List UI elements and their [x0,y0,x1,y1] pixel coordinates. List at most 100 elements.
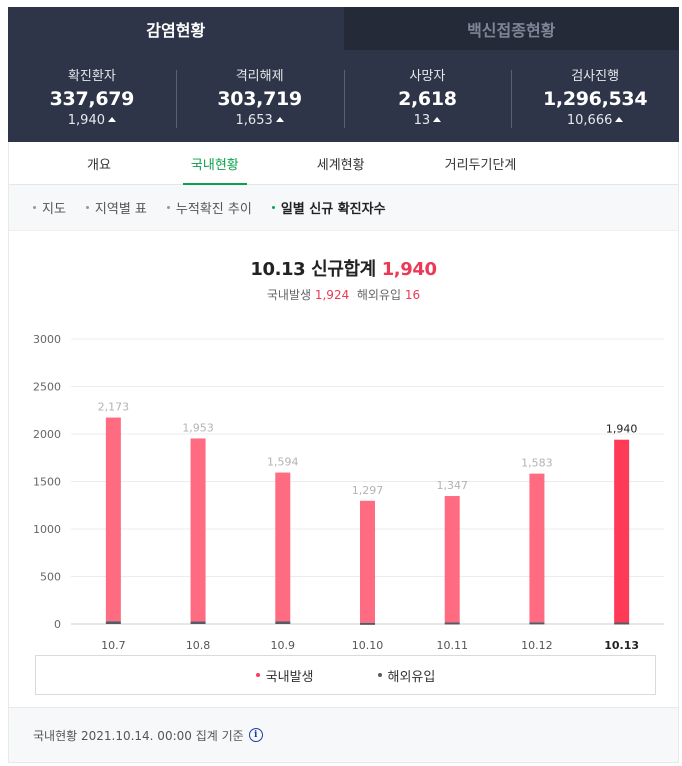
sub-tabs: 개요 국내현황 세계현황 거리두기단계 [8,142,679,185]
domestic-label: 국내발생 [266,288,312,302]
y-tick-label: 1000 [33,523,61,536]
stat-delta: 13 [344,112,512,130]
stat-delta-value: 1,653 [235,113,273,128]
legend-dot-icon [377,673,382,677]
bar-domestic [190,438,206,622]
triangle-up-icon [433,117,442,122]
legend-label: 해외유입 [387,669,436,685]
filter-daily-new-cases[interactable]: 일별 신규 확진자수 [271,198,386,217]
chart-subtitle: 국내발생 1,924 해외유입 16 [9,286,678,303]
filter-row: 지도 지역별 표 누적확진 추이 일별 신규 확진자수 [8,185,679,231]
stat-value: 2,618 [398,88,457,110]
bar-overseas [360,622,375,625]
bar-domestic [360,500,375,623]
overseas-label: 해외유입 [356,288,402,302]
triangle-up-icon [275,117,284,122]
chart-title: 10.13 신규합계 1,940 [9,255,678,281]
filter-cumulative-trend[interactable]: 누적확진 추이 [166,198,252,217]
bullet-icon [85,206,89,209]
bar-total-label: 1,347 [436,479,468,492]
bar-total-label: 1,583 [521,457,553,470]
top-tabs: 감염현황 백신접종현황 [8,7,679,50]
y-tick-label: 500 [40,571,61,584]
info-icon[interactable]: i [248,728,263,742]
overseas-value: 16 [404,288,421,302]
tab-vaccination-status[interactable]: 백신접종현황 [343,7,679,50]
chart-title-text: 10.13 신규합계 [250,259,376,280]
legend-label: 국내발생 [265,669,314,685]
bar-overseas [105,621,121,624]
bullet-icon [271,206,275,209]
bar-overseas [444,622,460,625]
stats-panel: 확진환자 337,679 1,940 격리해제 303,719 1,653 사망… [8,50,679,142]
chart-box: 10.13 신규합계 1,940 국내발생 1,924 해외유입 16 3000… [8,231,679,707]
x-tick-label: 10.9 [271,639,296,651]
stat-label: 검사진행 [571,69,620,84]
stat-delta: 1,940 [8,112,176,130]
bar-domestic [529,473,545,623]
stat-delta-value: 13 [413,113,431,128]
domestic-value: 1,924 [314,288,350,302]
triangle-up-icon [615,117,624,122]
y-tick-label: 0 [54,618,61,631]
covid-status-widget: 감염현황 백신접종현황 확진환자 337,679 1,940 격리해제 303,… [8,7,679,763]
bullet-icon [33,206,36,209]
bar-total-label: 2,173 [98,401,130,414]
stat-delta-value: 10,666 [566,113,613,128]
bar-total-label: 1,953 [182,421,214,434]
stat-delta: 10,666 [511,112,679,130]
chart-legend: 국내발생 해외유입 [35,655,656,695]
stat-released: 격리해제 303,719 1,653 [175,68,344,132]
tab-world[interactable]: 세계현황 [316,157,365,173]
y-tick-label: 3000 [33,333,61,346]
stat-delta: 1,653 [176,112,344,130]
y-tick-label: 2500 [33,381,61,394]
x-tick-label: 10.8 [186,639,211,651]
chart-title-total: 1,940 [381,259,437,280]
y-tick-label: 2000 [33,428,61,441]
stat-value: 303,719 [217,88,302,110]
x-tick-label: 10.10 [352,639,384,651]
bar-domestic [275,472,291,622]
footer-text: 국내현황 2021.10.14. 00:00 집계 기준 [33,728,244,743]
bar-domestic [105,417,121,622]
x-tick-label: 10.7 [101,639,126,651]
bar-domestic [614,439,630,623]
bar-overseas [529,622,545,625]
stat-label: 확진환자 [67,69,116,84]
daily-cases-bar-chart: 3000 2500 2000 1500 1000 500 0 2,173 10.7 1,953 10… [33,333,664,651]
tab-domestic[interactable]: 국내현황 [182,142,247,185]
bar-total-label: 1,940 [606,423,638,436]
filter-label: 지도 [42,202,66,217]
stat-testing: 검사진행 1,296,534 10,666 [511,68,679,132]
legend-dot-icon [255,673,260,677]
stat-delta-value: 1,940 [67,113,105,128]
filter-label: 누적확진 추이 [175,202,252,217]
bar-total-label: 1,594 [267,456,299,469]
legend-item-overseas[interactable]: 해외유입 [377,666,436,685]
tab-distancing-level[interactable]: 거리두기단계 [444,157,517,173]
triangle-up-icon [107,117,116,122]
x-tick-label: 10.13 [604,639,639,651]
filter-label: 지역별 표 [94,202,147,217]
bar-domestic [444,496,460,623]
stat-label: 격리해제 [235,69,284,84]
footer-note: 국내현황 2021.10.14. 00:00 집계 기준 i [8,707,679,763]
bar-overseas [275,621,291,624]
stat-value: 1,296,534 [542,88,648,110]
bar-overseas [190,621,206,624]
filter-region-table[interactable]: 지역별 표 [85,198,147,217]
bullet-icon [166,206,170,209]
legend-item-domestic[interactable]: 국내발생 [255,666,314,685]
filter-label: 일별 신규 확진자수 [280,202,386,217]
stat-value: 337,679 [49,88,135,110]
tab-overview[interactable]: 개요 [87,157,111,173]
stat-deaths: 사망자 2,618 13 [343,68,512,132]
bar-overseas [614,622,630,625]
filter-map[interactable]: 지도 [33,198,66,217]
stat-label: 사망자 [409,69,446,84]
stat-confirmed: 확진환자 337,679 1,940 [8,68,176,132]
x-tick-label: 10.12 [521,639,553,651]
tab-infection-status[interactable]: 감염현황 [8,7,344,50]
x-tick-label: 10.11 [436,639,468,651]
